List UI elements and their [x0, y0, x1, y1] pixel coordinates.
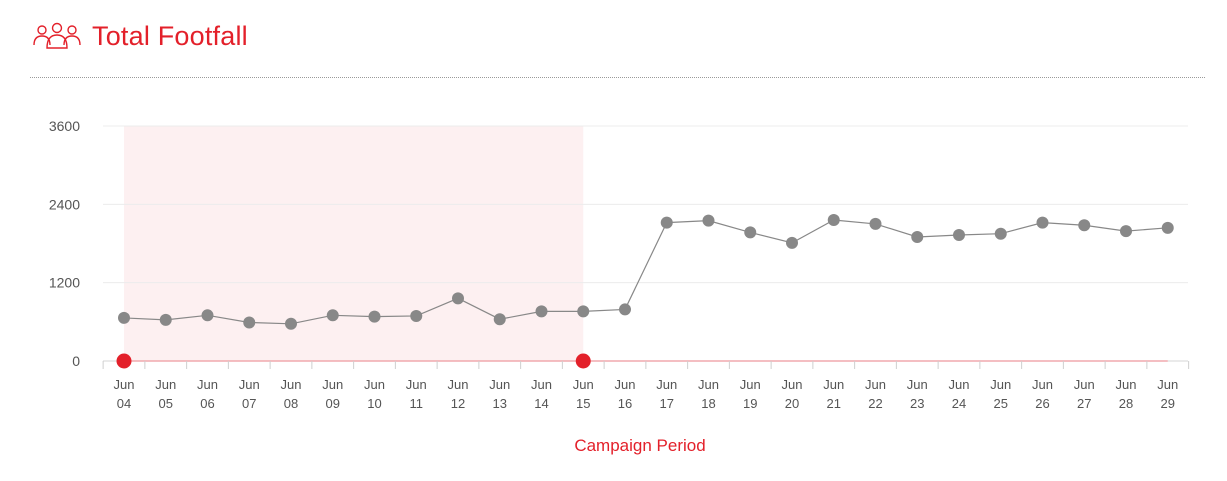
data-point: [619, 303, 631, 316]
y-tick-label: 0: [72, 353, 80, 369]
x-tick-label-day: 14: [534, 396, 548, 411]
campaign-period-label: Campaign Period: [574, 436, 706, 455]
x-tick-label-day: 12: [451, 396, 465, 411]
x-tick-label-day: 04: [117, 396, 131, 411]
x-tick-label-month: Jun: [1116, 377, 1137, 392]
x-tick-label-month: Jun: [656, 377, 677, 392]
x-tick-label-month: Jun: [155, 377, 176, 392]
x-tick-label-month: Jun: [406, 377, 427, 392]
x-tick-label-day: 26: [1035, 396, 1049, 411]
y-tick-label: 3600: [49, 118, 80, 134]
x-tick-label-day: 25: [994, 396, 1008, 411]
x-tick-label-month: Jun: [740, 377, 761, 392]
data-point: [577, 305, 590, 318]
x-tick-label-month: Jun: [990, 377, 1011, 392]
y-tick-label: 2400: [49, 196, 80, 212]
data-point: [452, 292, 464, 305]
x-tick-label-month: Jun: [364, 377, 385, 392]
x-tick-label-month: Jun: [531, 377, 552, 392]
campaign-highlight: [124, 126, 584, 361]
x-tick-label-month: Jun: [239, 377, 260, 392]
data-point: [953, 229, 965, 242]
header-divider: [30, 77, 1205, 78]
data-point: [702, 214, 715, 227]
data-point: [368, 310, 381, 323]
x-tick-label-month: Jun: [615, 377, 636, 392]
x-tick-label-month: Jun: [448, 377, 469, 392]
people-group-icon: [32, 21, 82, 51]
y-tick-label: 1200: [49, 275, 80, 291]
data-point: [285, 317, 297, 330]
x-tick-label-month: Jun: [782, 377, 803, 392]
x-tick-label-day: 24: [952, 396, 966, 411]
data-point: [827, 214, 840, 226]
x-tick-label-month: Jun: [907, 377, 928, 392]
data-point: [493, 313, 506, 326]
x-tick-label-month: Jun: [865, 377, 886, 392]
x-tick-label-month: Jun: [573, 377, 594, 392]
x-tick-label-month: Jun: [114, 377, 135, 392]
x-tick-label-day: 13: [493, 396, 507, 411]
data-point: [786, 236, 798, 249]
x-tick-label-month: Jun: [1074, 377, 1095, 392]
x-tick-label-day: 23: [910, 396, 924, 411]
x-tick-label-day: 29: [1161, 396, 1175, 411]
data-point: [869, 217, 882, 230]
chart-title: Total Footfall: [92, 20, 248, 51]
x-tick-label-day: 17: [660, 396, 674, 411]
x-tick-label-day: 08: [284, 396, 298, 411]
x-tick-label-day: 16: [618, 396, 632, 411]
x-tick-label-day: 21: [827, 396, 841, 411]
x-tick-label-month: Jun: [197, 377, 218, 392]
x-tick-label-day: 19: [743, 396, 757, 411]
data-point: [201, 309, 214, 322]
x-tick-label-day: 28: [1119, 396, 1133, 411]
x-tick-label-month: Jun: [1157, 377, 1178, 392]
data-point: [410, 309, 423, 322]
x-tick-label-month: Jun: [281, 377, 302, 392]
data-point: [1078, 219, 1091, 232]
data-point: [243, 316, 256, 329]
x-tick-label-day: 22: [868, 396, 882, 411]
data-point: [660, 216, 673, 229]
data-point: [1161, 221, 1174, 234]
x-tick-label-month: Jun: [489, 377, 510, 392]
x-tick-label-day: 18: [701, 396, 715, 411]
x-tick-label-day: 07: [242, 396, 256, 411]
x-tick-label-day: 15: [576, 396, 590, 411]
data-point: [1036, 216, 1049, 229]
x-tick-label-day: 10: [367, 396, 381, 411]
x-tick-label-month: Jun: [698, 377, 719, 392]
campaign-start-marker: [116, 353, 132, 369]
data-point: [1120, 225, 1132, 238]
x-tick-label-day: 11: [410, 396, 424, 411]
chart-header: Total Footfall: [32, 18, 248, 54]
x-tick-label-month: Jun: [1032, 377, 1053, 392]
series-line: [123, 219, 1168, 325]
x-tick-label-day: 09: [326, 396, 340, 411]
data-point: [911, 230, 924, 243]
data-point: [994, 227, 1007, 240]
data-point: [744, 226, 757, 239]
data-point: [118, 311, 130, 324]
data-point: [159, 313, 172, 326]
x-tick-label-day: 05: [159, 396, 173, 411]
x-tick-label-day: 06: [200, 396, 214, 411]
campaign-end-marker: [575, 353, 591, 369]
data-point: [535, 305, 548, 318]
x-tick-label-month: Jun: [823, 377, 844, 392]
x-tick-label-day: 20: [785, 396, 799, 411]
x-tick-label-month: Jun: [322, 377, 343, 392]
data-point: [326, 309, 339, 322]
x-tick-label-day: 27: [1077, 396, 1091, 411]
x-tick-label-month: Jun: [949, 377, 970, 392]
